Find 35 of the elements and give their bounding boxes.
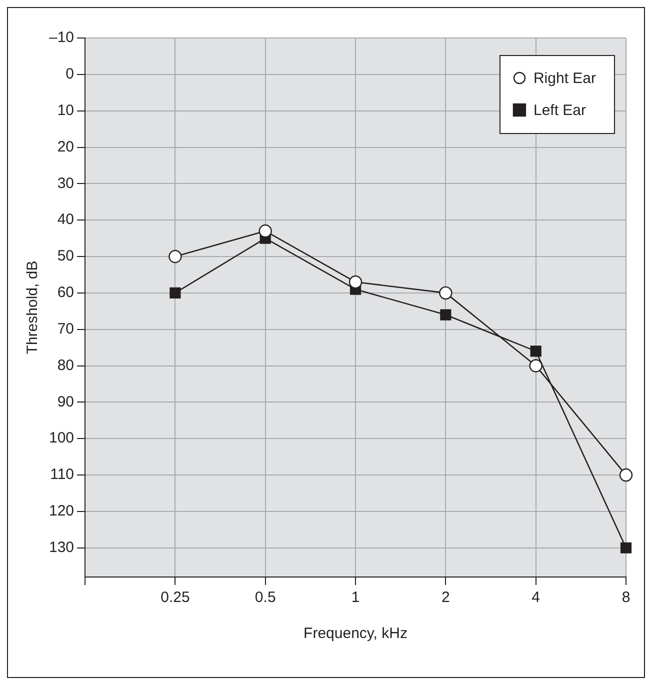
y-tick-label: –10 — [48, 29, 74, 46]
point — [439, 286, 452, 300]
y-tick-label: 90 — [57, 393, 74, 410]
y-tick-label: 50 — [57, 248, 74, 265]
point — [170, 287, 181, 298]
x-tick-label: 4 — [532, 589, 540, 606]
x-tick-label: 0.5 — [254, 589, 276, 606]
point — [348, 275, 362, 289]
x-tick-label: 1 — [351, 589, 360, 606]
y-axis-title: Threshold, dB — [24, 260, 42, 354]
y-tick-label: 60 — [57, 284, 74, 302]
y-tick-label: 100 — [48, 430, 74, 447]
y-tick-label: 10 — [57, 102, 74, 119]
x-tick-label: 2 — [442, 589, 450, 606]
x-tick-label: 8 — [622, 589, 630, 606]
point — [168, 250, 182, 264]
legend-label: Left Ear — [533, 102, 586, 120]
x-tick-label: 0.25 — [160, 589, 190, 606]
point — [530, 346, 542, 357]
y-tick-label: 80 — [57, 356, 74, 374]
y-tick-label: 0 — [66, 66, 74, 83]
y-tick-label: 20 — [57, 138, 74, 156]
point — [440, 309, 452, 320]
y-tick-label: 70 — [57, 320, 74, 338]
x-axis-title: Frequency, kHz — [304, 625, 408, 642]
y-tick-label: 120 — [48, 502, 74, 520]
y-tick-label: 130 — [48, 539, 74, 556]
y-tick-label: 40 — [57, 211, 74, 228]
point — [529, 359, 542, 372]
point — [620, 542, 632, 554]
point — [619, 468, 633, 482]
legend-label: Right Ear — [533, 70, 596, 88]
y-tick-label: 30 — [57, 174, 74, 192]
point — [258, 224, 272, 238]
y-tick-label: 110 — [50, 466, 74, 484]
